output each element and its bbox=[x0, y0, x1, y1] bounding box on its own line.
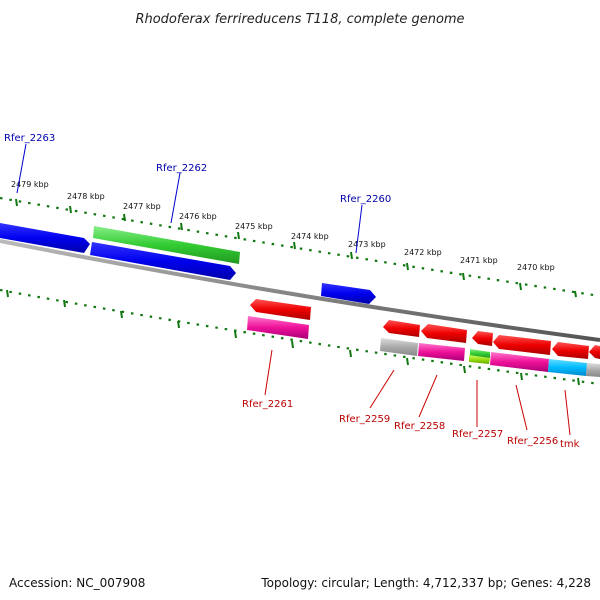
gene-arrow[interactable] bbox=[421, 324, 467, 343]
gene-arrow[interactable] bbox=[552, 342, 589, 359]
gene-arrow[interactable] bbox=[469, 355, 490, 364]
gene-arrow[interactable] bbox=[250, 299, 311, 320]
gene-label[interactable]: Rfer_2261 bbox=[242, 399, 293, 410]
gene-label[interactable]: Rfer_2262 bbox=[156, 163, 207, 174]
map-title: Rhodoferax ferrireducens T118, complete … bbox=[135, 12, 464, 27]
reverse-genes bbox=[247, 299, 600, 377]
gene-arrow[interactable] bbox=[0, 223, 90, 253]
gene-arrow[interactable] bbox=[470, 349, 490, 358]
scale-label: 2475 kbp bbox=[235, 222, 273, 231]
scale-label: 2470 kbp bbox=[517, 263, 555, 272]
inner-scale-ticks bbox=[6, 289, 580, 386]
scale-labels: 2479 kbp 2478 kbp 2477 kbp 2476 kbp 2475… bbox=[11, 180, 555, 272]
scale-label: 2476 kbp bbox=[179, 212, 217, 221]
gene-arrow[interactable] bbox=[90, 242, 236, 280]
bottom-gene-labels bbox=[264, 349, 571, 436]
scale-label: 2474 kbp bbox=[291, 232, 329, 241]
outer-scale-ticks bbox=[15, 198, 577, 298]
genome-backbone bbox=[0, 239, 600, 342]
gene-label[interactable]: Rfer_2257 bbox=[452, 429, 503, 440]
bottom-gene-label-texts: Rfer_2261 Rfer_2259 Rfer_2258 Rfer_2257 … bbox=[242, 399, 580, 450]
gene-arrow[interactable] bbox=[247, 316, 309, 339]
gene-arrow[interactable] bbox=[493, 335, 551, 355]
scale-label: 2478 kbp bbox=[67, 192, 105, 201]
topology-text: Topology: circular; Length: 4,712,337 bp… bbox=[260, 576, 591, 590]
top-gene-labels: Rfer_2263 Rfer_2262 Rfer_2260 bbox=[4, 133, 391, 254]
gene-arrow[interactable] bbox=[380, 338, 418, 356]
gene-arrow[interactable] bbox=[589, 345, 600, 359]
inner-scale-track bbox=[0, 288, 600, 386]
gene-arrow[interactable] bbox=[321, 283, 376, 304]
accession-text: Accession: NC_007908 bbox=[9, 576, 145, 590]
gene-label[interactable]: tmk bbox=[560, 439, 580, 450]
outer-scale-track bbox=[0, 196, 600, 298]
forward-genes bbox=[0, 223, 376, 304]
gene-label[interactable]: Rfer_2260 bbox=[340, 194, 391, 205]
scale-label: 2479 kbp bbox=[11, 180, 49, 189]
gene-arrow[interactable] bbox=[586, 363, 600, 377]
gene-arrow[interactable] bbox=[472, 331, 493, 346]
gene-label[interactable]: Rfer_2258 bbox=[394, 421, 445, 432]
scale-label: 2471 kbp bbox=[460, 256, 498, 265]
gene-label[interactable]: Rfer_2263 bbox=[4, 133, 55, 144]
scale-label: 2477 kbp bbox=[123, 202, 161, 211]
gene-label[interactable]: Rfer_2259 bbox=[339, 414, 390, 425]
gene-arrow[interactable] bbox=[548, 359, 587, 376]
gene-arrow[interactable] bbox=[490, 352, 549, 372]
gene-label[interactable]: Rfer_2256 bbox=[507, 436, 558, 447]
gene-arrow[interactable] bbox=[383, 320, 420, 337]
scale-label: 2473 kbp bbox=[348, 240, 386, 249]
gene-arrow[interactable] bbox=[418, 343, 465, 361]
gene-arrow[interactable] bbox=[93, 226, 240, 264]
scale-label: 2472 kbp bbox=[404, 248, 442, 257]
